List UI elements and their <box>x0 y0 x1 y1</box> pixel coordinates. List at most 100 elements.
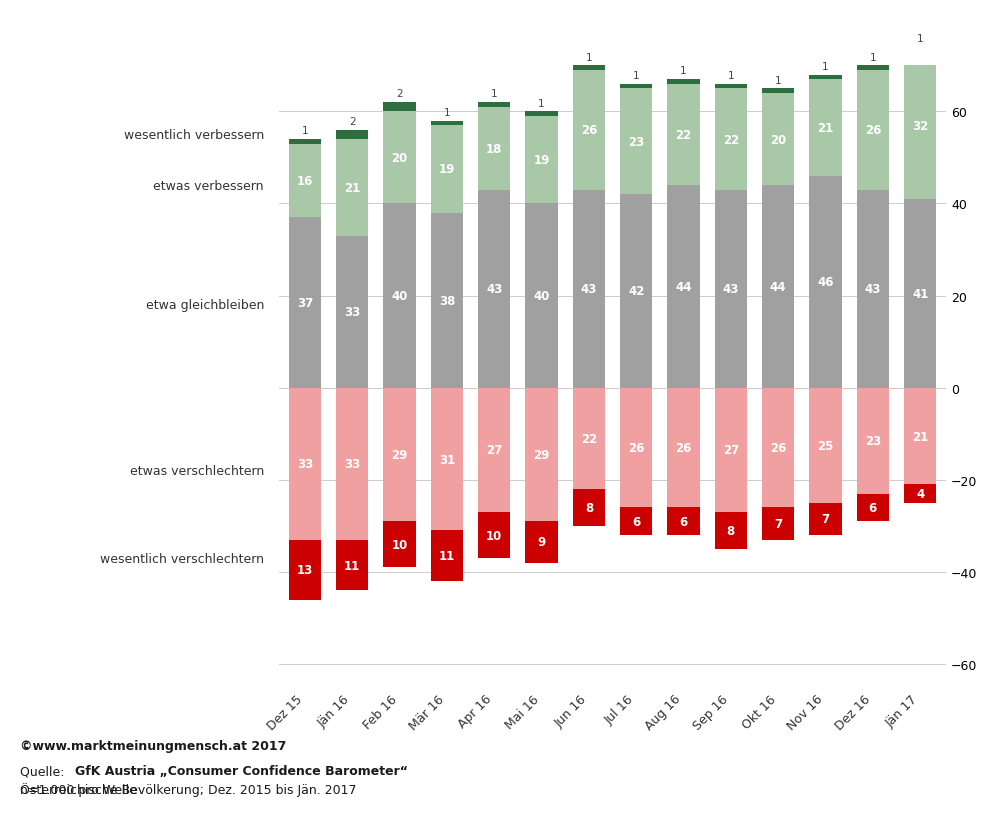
Bar <box>810 80 842 176</box>
Text: etwas verbessern: etwas verbessern <box>153 180 264 192</box>
Text: 46: 46 <box>818 276 834 289</box>
Text: 29: 29 <box>534 449 550 461</box>
Bar <box>715 89 747 190</box>
Bar <box>289 540 321 599</box>
Text: ©www.marktmeinungmensch.at 2017: ©www.marktmeinungmensch.at 2017 <box>20 739 286 753</box>
Text: 40: 40 <box>534 290 550 303</box>
Bar <box>526 522 558 563</box>
Text: 2: 2 <box>396 89 402 99</box>
Bar <box>289 144 321 218</box>
Text: 1: 1 <box>680 66 687 76</box>
Text: Quelle:: Quelle: <box>20 764 69 777</box>
Text: 1: 1 <box>491 89 498 99</box>
Text: wesentlich verschlechtern: wesentlich verschlechtern <box>100 552 264 565</box>
Text: 7: 7 <box>822 513 830 526</box>
Bar <box>431 126 463 214</box>
Text: 23: 23 <box>865 435 881 448</box>
Bar <box>904 52 936 200</box>
Text: 31: 31 <box>439 453 455 466</box>
Text: 23: 23 <box>628 136 644 149</box>
Bar <box>621 388 652 508</box>
Text: etwas verschlechtern: etwas verschlechtern <box>129 465 264 478</box>
Bar <box>478 513 510 558</box>
Text: 22: 22 <box>581 432 597 445</box>
Text: 42: 42 <box>628 285 644 298</box>
Bar <box>336 388 369 540</box>
Bar <box>857 71 889 190</box>
Bar <box>715 388 747 513</box>
Text: 37: 37 <box>297 296 313 310</box>
Bar <box>478 190 510 388</box>
Text: 1: 1 <box>823 62 829 72</box>
Text: wesentlich verbessern: wesentlich verbessern <box>124 128 264 142</box>
Bar <box>383 205 415 388</box>
Text: 22: 22 <box>723 133 739 147</box>
Text: 11: 11 <box>344 559 361 572</box>
Text: 10: 10 <box>486 529 502 542</box>
Text: GfK Austria „Consumer Confidence Barometer“: GfK Austria „Consumer Confidence Baromet… <box>75 764 407 777</box>
Text: 1: 1 <box>443 108 450 118</box>
Text: 41: 41 <box>912 287 928 301</box>
Text: 1: 1 <box>727 71 734 81</box>
Text: 20: 20 <box>770 133 786 147</box>
Bar <box>383 113 415 205</box>
Bar <box>621 195 652 388</box>
Bar <box>667 508 699 536</box>
Bar <box>904 388 936 485</box>
Bar <box>573 190 605 388</box>
Bar <box>621 84 652 89</box>
Bar <box>810 176 842 388</box>
Bar <box>573 66 605 71</box>
Text: 9: 9 <box>538 536 546 549</box>
Bar <box>383 388 415 522</box>
Bar <box>573 489 605 527</box>
Bar <box>478 108 510 190</box>
Bar <box>526 113 558 117</box>
Bar <box>289 218 321 388</box>
Text: Österreichische Bevölkerung; Dez. 2015 bis Jän. 2017: Österreichische Bevölkerung; Dez. 2015 b… <box>20 782 357 797</box>
Text: 26: 26 <box>865 124 881 137</box>
Text: 26: 26 <box>675 441 691 455</box>
Text: 33: 33 <box>297 458 313 470</box>
Bar <box>526 117 558 205</box>
Bar <box>431 531 463 581</box>
Text: 1: 1 <box>775 75 782 85</box>
Bar <box>762 388 794 508</box>
Bar <box>715 84 747 89</box>
Bar <box>667 84 699 185</box>
Text: 1: 1 <box>538 99 545 108</box>
Text: 13: 13 <box>297 563 313 576</box>
Text: 43: 43 <box>723 283 739 296</box>
Bar <box>857 388 889 494</box>
Text: 40: 40 <box>391 290 407 303</box>
Text: 27: 27 <box>486 444 502 457</box>
Bar <box>715 190 747 388</box>
Text: 26: 26 <box>628 441 644 455</box>
Bar <box>904 48 936 52</box>
Text: 6: 6 <box>869 501 876 514</box>
Text: 21: 21 <box>344 181 361 195</box>
Bar <box>810 75 842 80</box>
Text: 32: 32 <box>912 119 928 132</box>
Bar <box>762 89 794 94</box>
Bar <box>336 131 369 140</box>
Bar <box>289 388 321 540</box>
Text: 6: 6 <box>632 515 640 528</box>
Bar <box>431 388 463 531</box>
Bar <box>667 80 699 84</box>
Text: 26: 26 <box>770 441 787 455</box>
Bar <box>715 513 747 549</box>
Bar <box>810 503 842 536</box>
Bar <box>762 185 794 388</box>
Bar <box>383 103 415 113</box>
Bar <box>431 214 463 388</box>
Text: 20: 20 <box>391 152 407 165</box>
Bar <box>762 508 794 540</box>
Text: 44: 44 <box>770 281 787 294</box>
Text: 26: 26 <box>581 124 597 137</box>
Bar <box>573 71 605 190</box>
Text: 6: 6 <box>679 515 687 528</box>
Text: 43: 43 <box>581 283 597 296</box>
Text: 18: 18 <box>486 142 502 156</box>
Bar <box>904 200 936 388</box>
